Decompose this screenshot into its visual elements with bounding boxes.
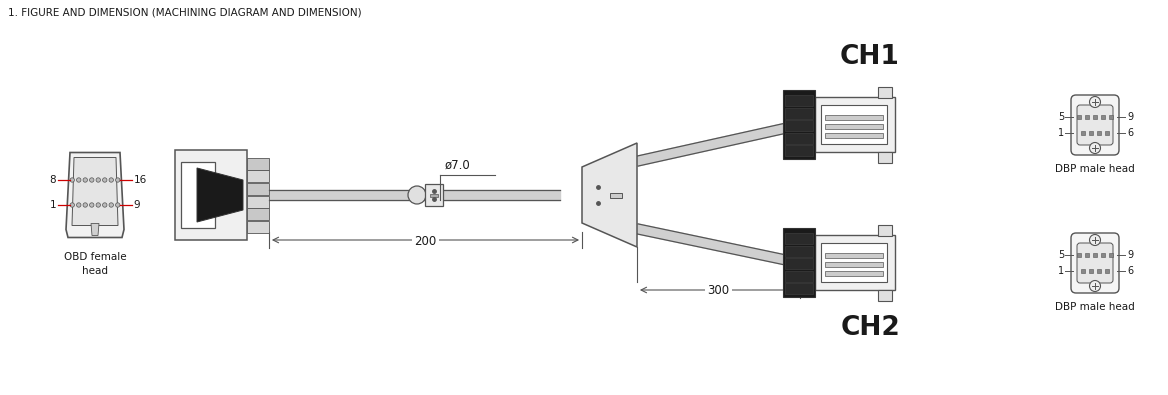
Circle shape [77,178,81,182]
Bar [785,246,813,257]
Bar [246,183,269,195]
FancyBboxPatch shape [1071,95,1119,155]
Circle shape [103,203,107,207]
Bar [785,95,813,106]
Bar [785,108,813,119]
Bar [425,184,443,206]
Circle shape [90,178,93,182]
Polygon shape [582,143,637,247]
Circle shape [103,178,107,182]
Text: 16: 16 [134,175,147,185]
Bar [246,158,269,170]
Bar [246,221,269,233]
Bar [610,192,623,198]
Text: OBD female
head: OBD female head [64,252,126,275]
Bar [783,90,815,159]
Text: 9: 9 [1127,112,1133,122]
Text: 1: 1 [1058,266,1064,276]
Circle shape [1090,143,1100,154]
Bar [878,152,892,163]
Text: 9: 9 [1127,250,1133,260]
Polygon shape [175,150,246,240]
Text: ø7.0: ø7.0 [445,159,471,172]
Circle shape [1090,96,1100,107]
Bar [785,145,813,156]
Bar [815,235,895,290]
Text: CH1: CH1 [840,44,899,70]
Bar [783,228,815,297]
Bar [785,120,813,131]
FancyBboxPatch shape [1071,233,1119,293]
Bar [785,271,813,282]
Circle shape [70,203,75,207]
Circle shape [116,178,120,182]
Bar [785,133,813,144]
Bar [878,225,892,236]
Circle shape [109,203,113,207]
Text: 5: 5 [1058,250,1064,260]
Bar [821,105,887,144]
Text: 9: 9 [134,200,140,210]
Bar [825,115,883,120]
Bar [815,97,895,152]
Circle shape [90,203,93,207]
Bar [878,87,892,98]
FancyBboxPatch shape [1077,105,1113,145]
Bar [181,162,215,228]
Circle shape [1090,280,1100,292]
Bar [821,243,887,282]
Circle shape [109,178,113,182]
Polygon shape [72,158,118,226]
Circle shape [96,203,100,207]
Bar [785,233,813,244]
Polygon shape [635,224,801,268]
Text: 1. FIGURE AND DIMENSION (MACHINING DIAGRAM AND DIMENSION): 1. FIGURE AND DIMENSION (MACHINING DIAGR… [8,7,362,17]
Bar [825,262,883,267]
Text: 5: 5 [1058,112,1064,122]
Bar [430,194,438,196]
Polygon shape [67,152,124,237]
Polygon shape [91,224,99,235]
Bar [246,208,269,220]
Text: CH2: CH2 [840,315,899,341]
Bar [825,253,883,258]
Text: DBP male head: DBP male head [1055,164,1135,174]
Text: 6: 6 [1127,266,1133,276]
Bar [825,271,883,276]
Circle shape [1090,235,1100,246]
Bar [246,196,269,208]
Text: 300: 300 [708,284,730,297]
Bar [878,290,892,301]
Circle shape [83,178,88,182]
Circle shape [70,178,75,182]
Bar [825,124,883,129]
Text: 200: 200 [415,235,437,248]
Text: 1: 1 [49,200,56,210]
Circle shape [116,203,120,207]
Polygon shape [197,168,243,222]
Text: 8: 8 [49,175,56,185]
Polygon shape [635,120,801,166]
Circle shape [408,186,426,204]
Bar [825,133,883,138]
Text: DBP male head: DBP male head [1055,302,1135,312]
Circle shape [77,203,81,207]
Circle shape [83,203,88,207]
Text: 1: 1 [1058,128,1064,138]
Bar [785,283,813,294]
FancyBboxPatch shape [1077,243,1113,283]
Text: 6: 6 [1127,128,1133,138]
Bar [785,258,813,269]
Circle shape [96,178,100,182]
Bar [246,170,269,182]
